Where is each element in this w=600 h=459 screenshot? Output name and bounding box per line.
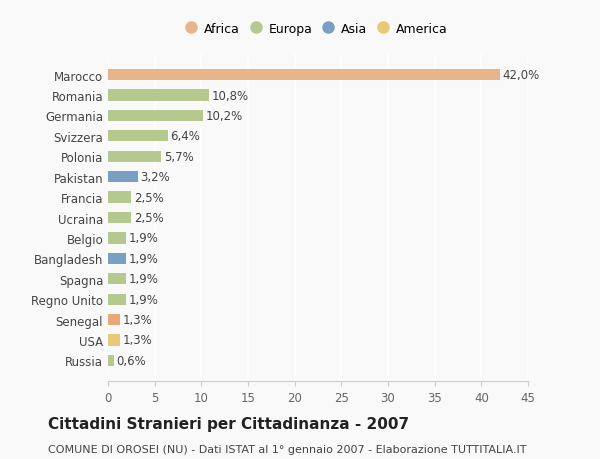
Bar (108, 294, 126, 305)
Bar (108, 151, 161, 162)
Text: 6,4%: 6,4% (170, 130, 200, 143)
Text: 1,9%: 1,9% (128, 293, 158, 306)
Text: COMUNE DI OROSEI (NU) - Dati ISTAT al 1° gennaio 2007 - Elaborazione TUTTITALIA.: COMUNE DI OROSEI (NU) - Dati ISTAT al 1°… (48, 444, 527, 454)
Bar (108, 274, 126, 285)
Text: 1,3%: 1,3% (123, 334, 152, 347)
Bar (108, 355, 113, 366)
Bar (108, 192, 131, 203)
Bar (108, 111, 203, 122)
Bar (108, 131, 168, 142)
Bar (108, 172, 138, 183)
Text: 3,2%: 3,2% (140, 171, 170, 184)
Text: 42,0%: 42,0% (503, 69, 540, 82)
Bar (108, 335, 120, 346)
Text: 5,7%: 5,7% (164, 151, 194, 163)
Text: Cittadini Stranieri per Cittadinanza - 2007: Cittadini Stranieri per Cittadinanza - 2… (48, 416, 409, 431)
Text: 0,6%: 0,6% (116, 354, 146, 367)
Text: 1,9%: 1,9% (128, 252, 158, 265)
Bar (108, 314, 120, 325)
Text: 2,5%: 2,5% (134, 191, 164, 204)
Text: 2,5%: 2,5% (134, 212, 164, 224)
Text: 10,2%: 10,2% (206, 110, 243, 123)
Bar (108, 70, 500, 81)
Bar (108, 233, 126, 244)
Text: 1,9%: 1,9% (128, 273, 158, 285)
Text: 1,9%: 1,9% (128, 232, 158, 245)
Text: 1,3%: 1,3% (123, 313, 152, 326)
Bar (108, 90, 209, 101)
Bar (108, 253, 126, 264)
Legend: Africa, Europa, Asia, America: Africa, Europa, Asia, America (184, 19, 452, 39)
Bar (108, 213, 131, 224)
Text: 10,8%: 10,8% (212, 90, 249, 102)
